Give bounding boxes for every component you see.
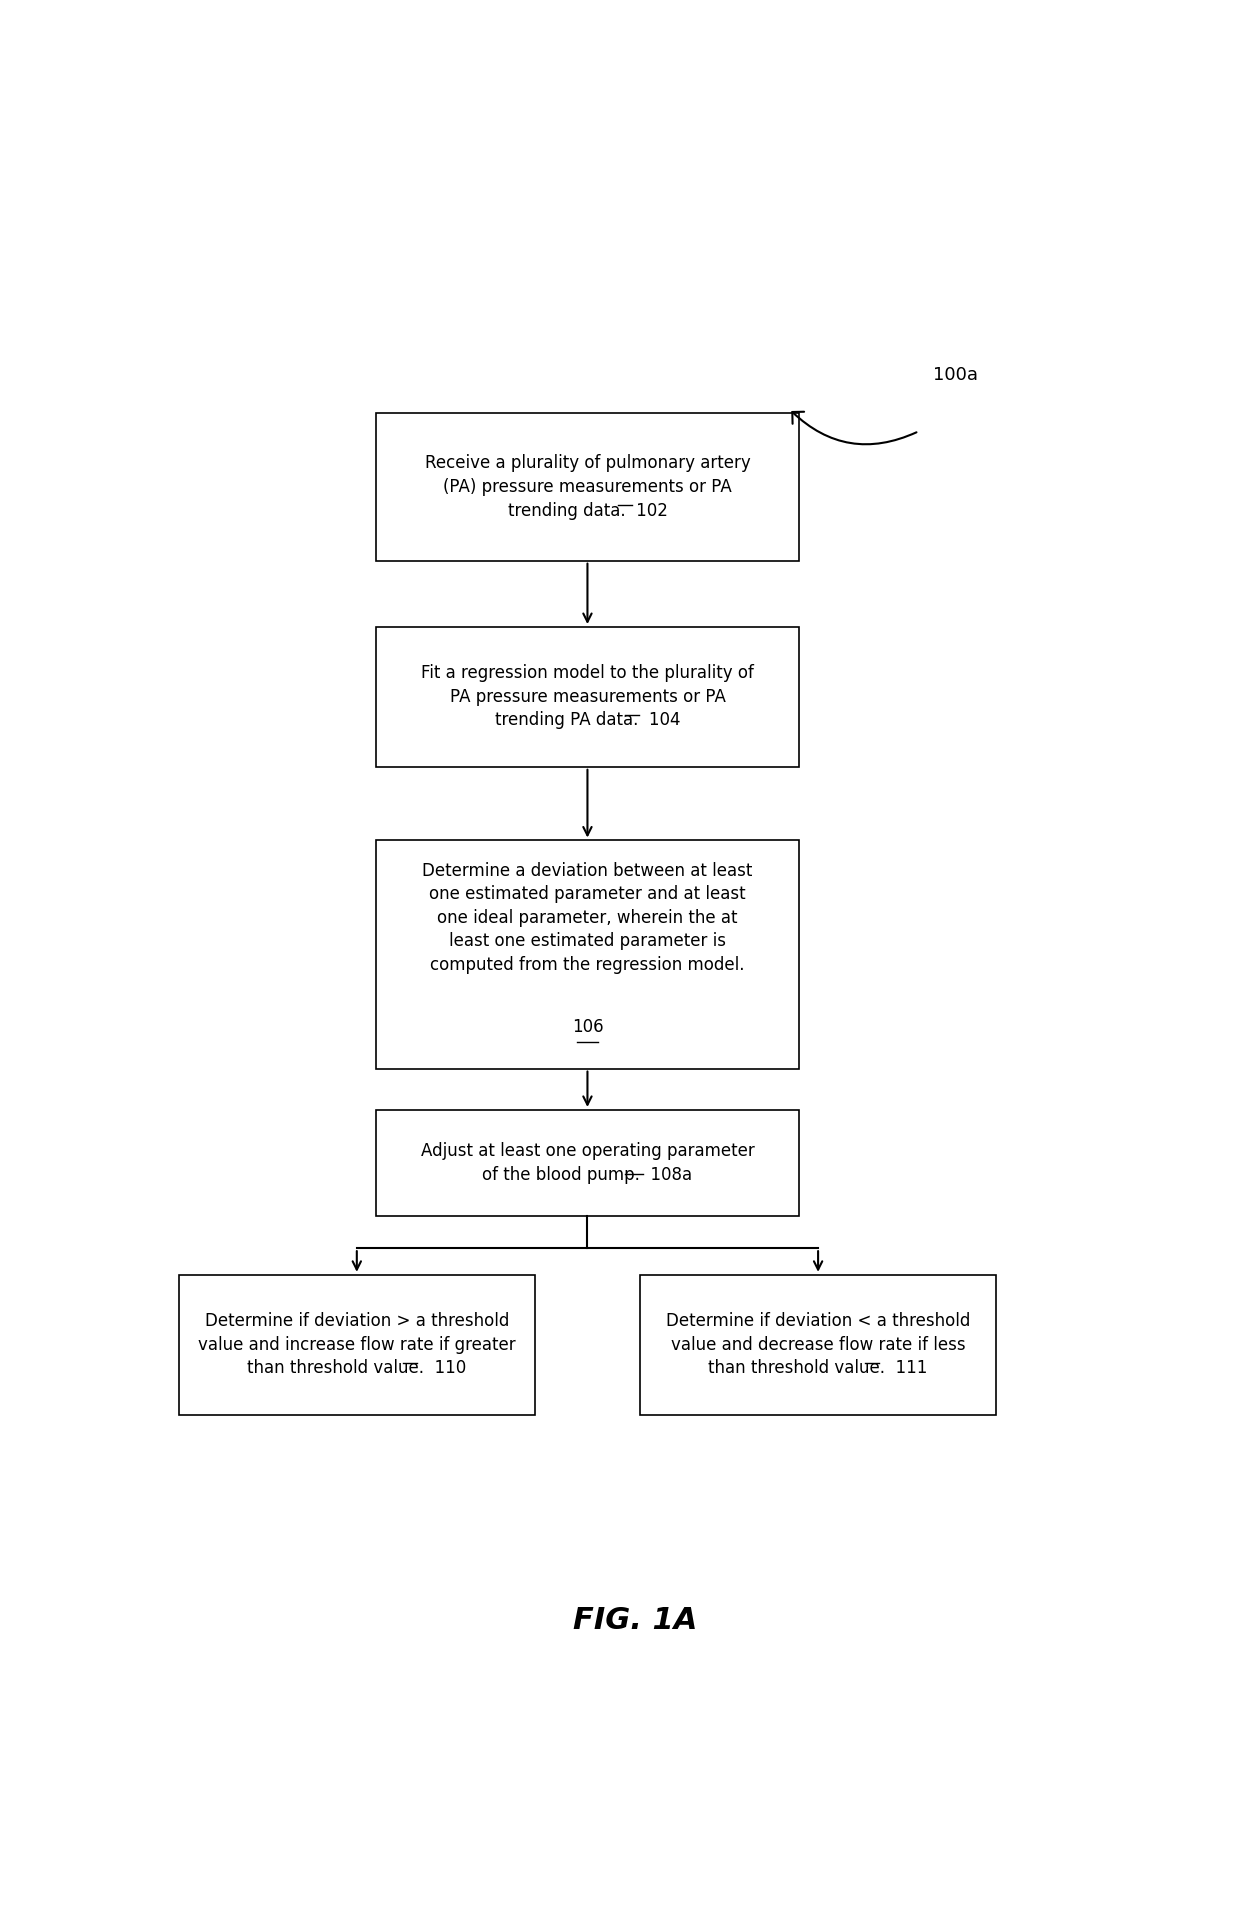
- FancyBboxPatch shape: [376, 627, 799, 767]
- FancyArrowPatch shape: [792, 411, 916, 444]
- Text: FIG. 1A: FIG. 1A: [573, 1606, 698, 1635]
- Text: Fit a regression model to the plurality of
PA pressure measurements or PA
trendi: Fit a regression model to the plurality …: [422, 663, 754, 730]
- FancyBboxPatch shape: [640, 1275, 996, 1415]
- Text: Receive a plurality of pulmonary artery
(PA) pressure measurements or PA
trendin: Receive a plurality of pulmonary artery …: [424, 455, 750, 520]
- Text: Adjust at least one operating parameter
of the blood pump.  108a: Adjust at least one operating parameter …: [420, 1141, 754, 1184]
- Text: Determine if deviation > a threshold
value and increase flow rate if greater
tha: Determine if deviation > a threshold val…: [198, 1312, 516, 1377]
- Text: 106: 106: [572, 1019, 604, 1036]
- FancyBboxPatch shape: [376, 841, 799, 1069]
- Text: 100a: 100a: [934, 365, 978, 384]
- FancyBboxPatch shape: [376, 413, 799, 560]
- Text: Determine a deviation between at least
one estimated parameter and at least
one : Determine a deviation between at least o…: [423, 862, 753, 973]
- FancyBboxPatch shape: [376, 1109, 799, 1216]
- FancyBboxPatch shape: [179, 1275, 534, 1415]
- Text: Determine if deviation < a threshold
value and decrease flow rate if less
than t: Determine if deviation < a threshold val…: [666, 1312, 970, 1377]
